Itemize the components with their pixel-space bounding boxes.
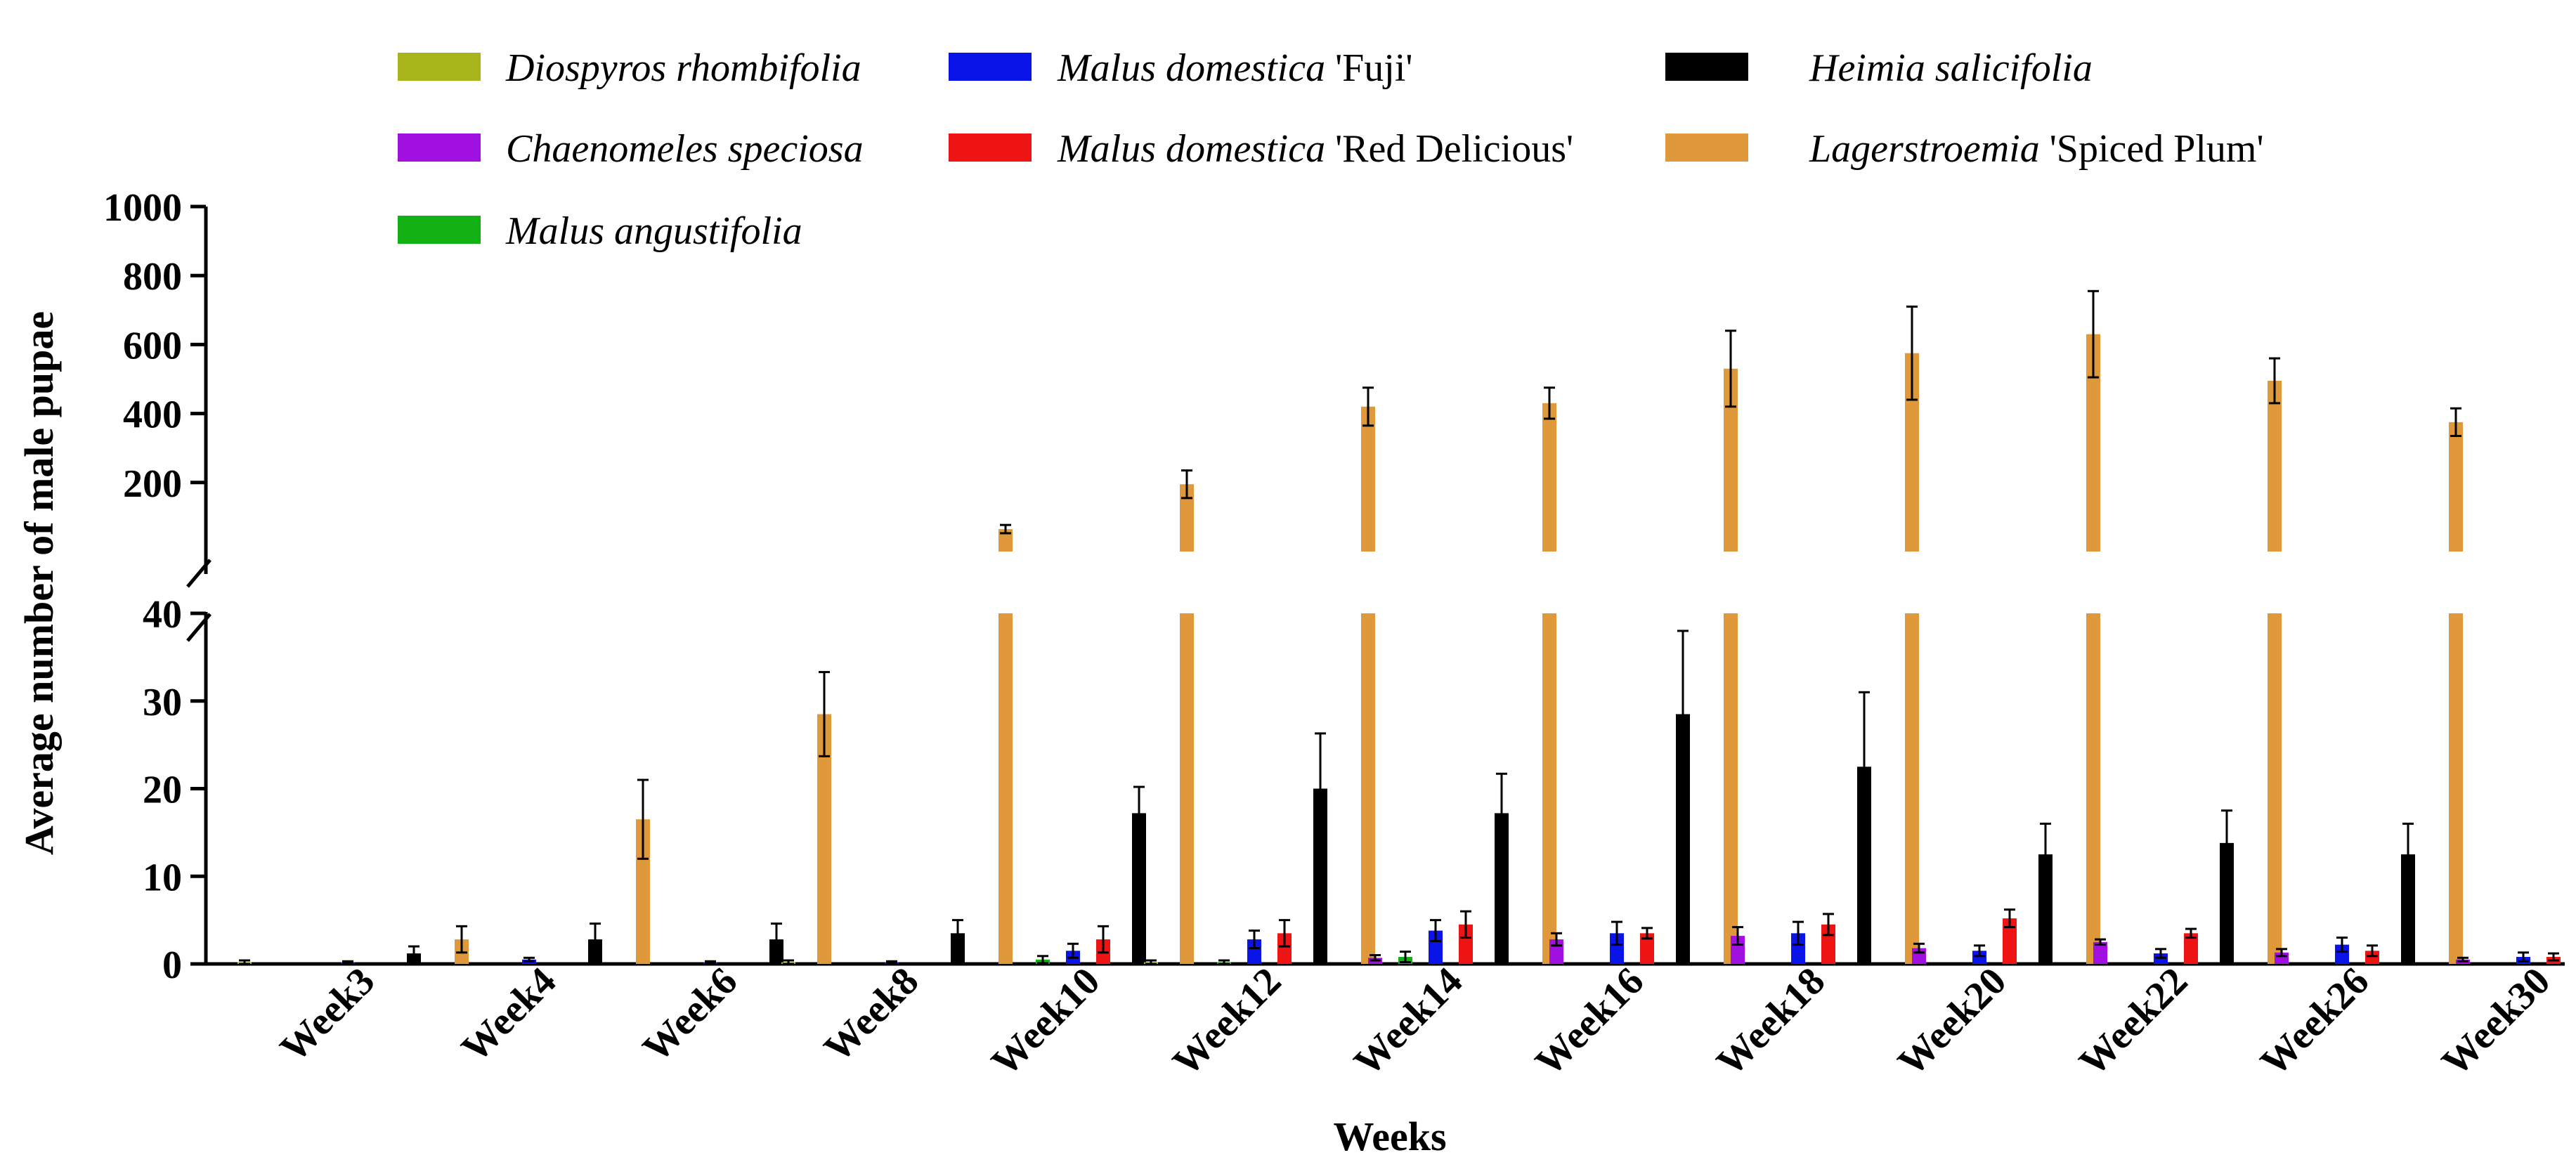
x-tick-label: Week8 <box>816 959 927 1070</box>
bar <box>1972 951 1986 964</box>
y-tick-label: 1000 <box>103 186 182 230</box>
legend-swatch <box>398 53 481 81</box>
bar <box>1610 933 1624 964</box>
y-tick-label: 200 <box>123 462 182 506</box>
legend-swatch <box>1665 53 1748 81</box>
bar <box>1731 936 1745 964</box>
y-axis-title: Average number of male pupae <box>16 311 62 855</box>
y-tick-label: 0 <box>162 944 182 987</box>
bar <box>1361 613 1375 964</box>
bar-upper <box>1180 484 1194 552</box>
bar <box>2335 944 2349 964</box>
bar <box>1542 613 1556 964</box>
x-tick-label: Week3 <box>272 959 383 1070</box>
bar <box>2038 854 2053 964</box>
bar-upper <box>1724 368 1738 552</box>
bar <box>1640 933 1654 964</box>
legend-label: Chaenomeles speciosa <box>506 127 864 171</box>
x-tick-label: Week12 <box>1164 959 1289 1084</box>
legend-swatch <box>949 133 1032 162</box>
bar <box>817 714 831 964</box>
x-axis-title: Weeks <box>1333 1114 1446 1159</box>
x-tick-label: Week18 <box>1708 959 1833 1084</box>
bar <box>2184 933 2198 964</box>
legend: Diospyros rhombifolia Chaenomeles specios… <box>398 46 2264 253</box>
category-labels: Week3 Week4 Week6 Week8 Week10 Week12 Week14 We… <box>272 959 2558 1084</box>
bar <box>1132 813 1146 964</box>
y-tick-label: 40 <box>143 593 182 637</box>
y-tick-label: 20 <box>143 769 182 812</box>
x-tick-label: Week20 <box>1889 959 2015 1084</box>
legend-label: Lagerstroemia 'Spiced Plum' <box>1809 127 2264 171</box>
bar <box>636 819 650 964</box>
x-tick-label: Week6 <box>635 959 746 1070</box>
bar <box>1429 930 1443 964</box>
legend-label: Heimia salicifolia <box>1809 46 2093 90</box>
bar <box>2093 941 2107 964</box>
bar <box>2086 613 2100 964</box>
axis-break-mark <box>186 559 212 588</box>
bar-upper <box>2268 380 2282 552</box>
bar <box>951 933 965 964</box>
x-tick-label: Week10 <box>983 959 1108 1084</box>
bar <box>2449 613 2463 964</box>
x-tick-label: Week22 <box>2071 959 2196 1084</box>
bar-upper <box>998 529 1013 552</box>
bar <box>2401 854 2415 964</box>
y-tick-label: 30 <box>143 681 182 724</box>
legend-label: Malus angustifolia <box>505 209 802 253</box>
bar <box>2268 613 2282 964</box>
x-tick-label: Week30 <box>2433 959 2558 1084</box>
bar <box>998 613 1013 964</box>
bar <box>2220 842 2234 964</box>
bar <box>2365 951 2379 964</box>
legend-label: Diospyros rhombifolia <box>505 46 861 90</box>
bar-upper <box>2086 334 2100 552</box>
axis-break-mark <box>186 613 212 642</box>
x-tick-label: Week14 <box>1346 959 1471 1084</box>
bar <box>1247 939 1261 964</box>
y-tick-label: 800 <box>123 255 182 299</box>
x-tick-label: Week26 <box>2252 959 2377 1084</box>
bar-upper <box>1542 403 1556 552</box>
bar <box>2003 918 2017 964</box>
legend-swatch <box>398 216 481 244</box>
x-tick-label: Week4 <box>453 959 564 1070</box>
bar <box>1495 813 1509 964</box>
legend-swatch <box>398 133 481 162</box>
bar-upper <box>1905 353 1919 552</box>
bar-upper <box>1361 406 1375 552</box>
bars <box>238 289 2561 965</box>
bar <box>1459 924 1473 964</box>
legend-label: Malus domestica 'Fuji' <box>1057 46 1413 90</box>
bar <box>1791 933 1805 964</box>
bar <box>1724 613 1738 964</box>
bar <box>1857 767 1871 964</box>
bar <box>1313 788 1327 964</box>
bar <box>1676 714 1690 964</box>
axes: 0 10 20 30 40 200 400 600 800 1000 Average number … <box>16 186 2565 1159</box>
bar <box>1277 933 1292 964</box>
bar <box>1180 613 1194 964</box>
y-tick-label: 10 <box>143 856 182 899</box>
y-tick-label: 400 <box>123 393 182 437</box>
legend-swatch <box>1665 133 1748 162</box>
bar <box>1905 613 1919 964</box>
y-tick-label: 600 <box>123 324 182 367</box>
x-tick-label: Week16 <box>1527 959 1652 1084</box>
legend-label: Malus domestica 'Red Delicious' <box>1057 127 1573 171</box>
bar-upper <box>2449 422 2463 552</box>
legend-swatch <box>949 53 1032 81</box>
